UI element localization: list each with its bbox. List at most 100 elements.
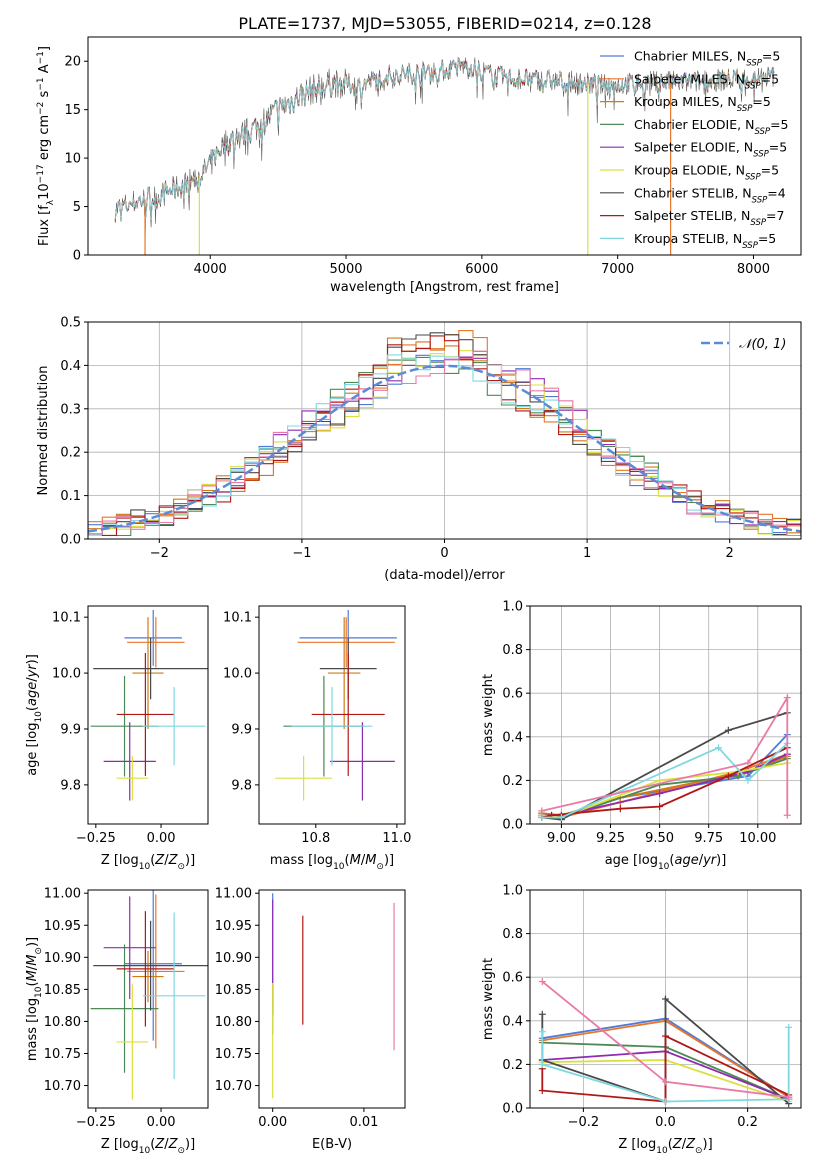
- y-tick-label: 0.8: [502, 927, 523, 942]
- legend-entry: Kroupa MILES, NSSP=5: [634, 94, 771, 114]
- y-tick-label: 10.90: [215, 951, 252, 966]
- x-axis-label: Z [log10(Z/Z⊙)]: [618, 1137, 712, 1156]
- legend-sub: SSP: [753, 150, 769, 160]
- weight_vs_age-frame: [529, 605, 802, 825]
- weight_vs_age-plot-area: [538, 694, 791, 824]
- label-part: 10: [656, 1146, 668, 1156]
- age_vs_Z-frame: [87, 605, 209, 825]
- x-tick-label: 9.50: [645, 831, 674, 846]
- y-tick-label: 0.4: [60, 359, 81, 374]
- y-tick-label: 10.80: [215, 1015, 252, 1030]
- legend-tail: =5: [769, 140, 787, 155]
- y-tick-label: 1.0: [502, 884, 523, 899]
- label-part: /: [25, 965, 40, 970]
- label-part: A: [37, 64, 52, 77]
- legend-text: Salpeter ELODIE, N: [634, 140, 753, 155]
- y-tick-label: 0.2: [60, 446, 81, 461]
- label-part: 10: [34, 986, 44, 998]
- y-tick-label: 0.2: [502, 774, 523, 789]
- gaussian-curve: [88, 364, 801, 533]
- label-part: mass [log: [25, 998, 40, 1061]
- histogram-series-9: [88, 350, 801, 537]
- label-part: ⊙: [177, 862, 185, 872]
- x-tick-label: 6000: [465, 262, 498, 277]
- y-tick-label: 10: [64, 152, 81, 167]
- label-part: 10: [139, 1146, 151, 1156]
- x-axis-label: Z [log10(Z/Z⊙)]: [101, 853, 195, 872]
- legend-sub: SSP: [737, 104, 753, 114]
- label-part: )]: [25, 654, 40, 664]
- legend-tail: =5: [761, 163, 779, 178]
- label-part: (: [668, 1137, 673, 1152]
- x-tick-label: 11.0: [382, 831, 411, 846]
- y-tick-label: 15: [64, 103, 81, 118]
- x-tick-label: 4000: [194, 262, 227, 277]
- x-axis-label: E(B-V): [312, 1137, 352, 1152]
- legend-sub: SSP: [745, 81, 761, 91]
- x-tick-label: −0.25: [76, 831, 116, 846]
- label-part: )]: [384, 853, 394, 868]
- legend-entry: Salpeter ELODIE, NSSP=5: [634, 140, 787, 160]
- label-part: 10: [139, 862, 151, 872]
- legend-entry: 𝒩(0, 1): [739, 337, 786, 352]
- y-axis-label: age [log10(age/yr)]: [25, 654, 44, 776]
- legend-sub: SSP: [745, 173, 761, 183]
- y-tick-label: 0.6: [502, 687, 523, 702]
- y-tick-label: 0: [73, 249, 81, 264]
- label-part: /: [699, 853, 704, 868]
- x-tick-label: 10.8: [301, 831, 330, 846]
- legend-text: Chabrier STELIB, N: [634, 185, 752, 200]
- label-part: mass [log: [270, 853, 333, 868]
- y-tick-label: 10.0: [223, 667, 252, 682]
- mass_vs_Z-frame: [87, 889, 209, 1109]
- label-part: (data-model)/error: [384, 568, 505, 583]
- x-tick-label: 8000: [737, 262, 770, 277]
- x-tick-label: −0.2: [568, 1115, 600, 1130]
- x-tick-label: 2: [726, 546, 734, 561]
- label-part: E(B-V): [312, 1137, 352, 1152]
- label-part: /: [164, 1137, 169, 1152]
- y-tick-label: 10.95: [44, 919, 81, 934]
- legend-tail: =5: [758, 231, 776, 246]
- y-tick-label: 11.00: [215, 887, 252, 902]
- legend-text: Kroupa STELIB, N: [634, 231, 742, 246]
- x-tick-label: 9.25: [596, 831, 625, 846]
- label-part: Z [log: [101, 1137, 139, 1152]
- label-part: Z: [672, 1137, 683, 1152]
- label-part: age: [25, 682, 40, 706]
- y-tick-label: 0.6: [502, 971, 523, 986]
- x-tick-label: −2: [150, 546, 169, 561]
- legend-tail: =5: [770, 117, 788, 132]
- legend-tail: =5: [761, 71, 779, 86]
- x-axis-label: wavelength [Angstrom, rest frame]: [330, 280, 559, 295]
- label-part: age: [674, 853, 698, 868]
- y-tick-label: 20: [64, 55, 81, 70]
- y-tick-label: 9.9: [60, 722, 81, 737]
- mass_vs_ebv-panel: 0.00 0.01 10.70 10.75 10.80 10.85 10.90 10.95 11…: [215, 887, 406, 1152]
- legend-entry: Salpeter MILES, NSSP=5: [634, 71, 779, 91]
- label-part: M: [350, 853, 361, 868]
- y-tick-label: 10.75: [44, 1047, 81, 1062]
- label-part: mass weight: [481, 958, 496, 1040]
- legend-text: Chabrier MILES, N: [634, 49, 746, 64]
- y-axis-label: mass [log10(M/M⊙)]: [25, 937, 44, 1061]
- label-part: ]: [37, 46, 52, 51]
- y-tick-label: 11.00: [44, 887, 81, 902]
- legend-entry: Chabrier STELIB, NSSP=4: [634, 185, 786, 205]
- label-part: (: [25, 706, 40, 711]
- label-part: 10: [658, 862, 670, 872]
- y-tick-label: 10.1: [52, 611, 81, 626]
- legend-entry: Kroupa ELODIE, NSSP=5: [634, 163, 779, 183]
- x-tick-label: 0.0: [655, 1115, 676, 1130]
- x-tick-label: −0.25: [76, 1115, 116, 1130]
- y-tick-label: 10.90: [44, 951, 81, 966]
- label-part: ⊙: [177, 1146, 185, 1156]
- y-tick-label: 10.0: [52, 667, 81, 682]
- label-part: )]: [716, 853, 726, 868]
- spectrum-line-8: [114, 57, 775, 225]
- y-tick-label: 10.1: [223, 611, 252, 626]
- spectrum-plot-area: [114, 57, 775, 255]
